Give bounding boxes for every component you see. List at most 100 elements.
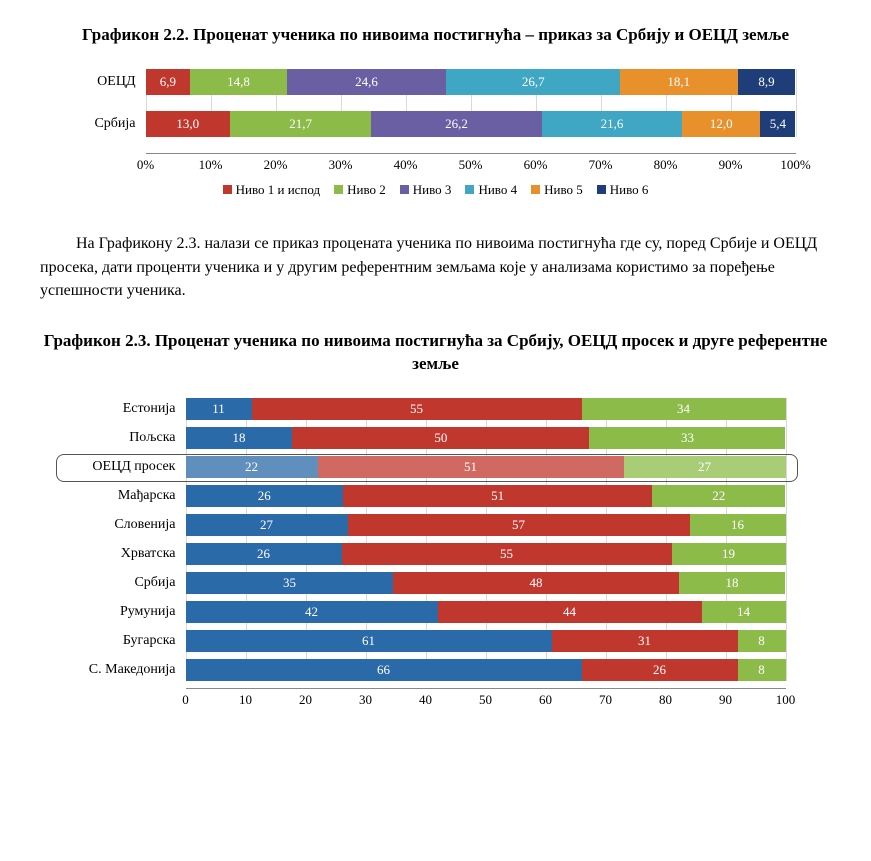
chart22-segment: 12,0 xyxy=(682,111,760,137)
chart23-segment: 33 xyxy=(589,427,785,449)
chart22-legend: Ниво 1 и исподНиво 2Ниво 3Ниво 4Ниво 5Ни… xyxy=(76,182,796,199)
chart22-legend-label: Ниво 4 xyxy=(478,182,517,198)
chart22-segment: 18,1 xyxy=(620,69,738,95)
chart23-bar: 424414 xyxy=(186,601,786,623)
chart23-segment: 55 xyxy=(342,543,672,565)
chart22-segment: 21,7 xyxy=(230,111,371,137)
chart23-segment: 34 xyxy=(582,398,786,420)
chart23-segment: 51 xyxy=(343,485,652,507)
chart23-row: Хрватска265519 xyxy=(56,543,816,565)
chart22-legend-label: Ниво 6 xyxy=(610,182,649,198)
chart23-segment: 14 xyxy=(702,601,786,623)
chart23-row: Румунија424414 xyxy=(56,601,816,623)
chart22-segment: 26,2 xyxy=(371,111,541,137)
chart23-segment: 27 xyxy=(186,514,348,536)
chart23-segment: 51 xyxy=(318,456,624,478)
chart23-tick-label: 40 xyxy=(419,692,432,708)
chart22-tick-label: 80% xyxy=(654,157,678,173)
chart22-tick-label: 40% xyxy=(394,157,418,173)
chart23-bar: 115534 xyxy=(186,398,786,420)
chart23-row-label: Бугарска xyxy=(56,633,186,649)
chart23-row-label: Пољска xyxy=(56,430,186,446)
chart23-row-label: Естонија xyxy=(56,401,186,417)
chart22-bar: 6,914,824,626,718,18,9 xyxy=(146,69,796,95)
chart23-row: Мађарска265122 xyxy=(56,485,816,507)
chart23-bar: 66268 xyxy=(186,659,786,681)
chart23-segment: 50 xyxy=(292,427,589,449)
chart22-legend-label: Ниво 3 xyxy=(413,182,452,198)
chart23-bar: 61318 xyxy=(186,630,786,652)
chart23-segment: 16 xyxy=(690,514,786,536)
chart23-row-label: ОЕЦД просек xyxy=(56,459,186,475)
chart22-tick-label: 20% xyxy=(264,157,288,173)
chart23-bar: 275716 xyxy=(186,514,786,536)
chart23-tick-label: 50 xyxy=(479,692,492,708)
chart23-tick-label: 30 xyxy=(359,692,372,708)
chart22-segment: 21,6 xyxy=(542,111,683,137)
chart23-row-label: Словенија xyxy=(56,517,186,533)
chart22-tick-label: 10% xyxy=(199,157,223,173)
chart22-row: Србија13,021,726,221,612,05,4 xyxy=(76,111,796,137)
chart22-segment: 13,0 xyxy=(146,111,231,137)
chart23-tick-label: 80 xyxy=(659,692,672,708)
chart23-segment: 26 xyxy=(582,659,738,681)
chart22-segment: 6,9 xyxy=(146,69,191,95)
chart23-bar: 225127 xyxy=(186,456,786,478)
chart22-row: ОЕЦД6,914,824,626,718,18,9 xyxy=(76,69,796,95)
chart23-tick-label: 20 xyxy=(299,692,312,708)
chart23-segment: 11 xyxy=(186,398,252,420)
chart22-segment: 24,6 xyxy=(287,69,447,95)
chart23-x-axis: 0102030405060708090100 xyxy=(186,688,786,709)
chart23-segment: 44 xyxy=(438,601,702,623)
chart23-segment: 8 xyxy=(738,630,786,652)
chart23-bar: 265519 xyxy=(186,543,786,565)
chart22-legend-swatch xyxy=(597,185,606,194)
chart22-tick-label: 70% xyxy=(589,157,613,173)
chart23-bar: 265122 xyxy=(186,485,786,507)
chart22-tick-label: 60% xyxy=(524,157,548,173)
chart23-segment: 18 xyxy=(679,572,786,594)
chart22-legend-swatch xyxy=(465,185,474,194)
chart23-row: Естонија115534 xyxy=(56,398,816,420)
chart22-legend-item: Ниво 5 xyxy=(531,182,583,198)
page: Графикон 2.2. Проценат ученика по нивоим… xyxy=(0,0,871,729)
chart22-tick-label: 0% xyxy=(137,157,154,173)
chart22-legend-swatch xyxy=(400,185,409,194)
chart23-segment: 57 xyxy=(348,514,690,536)
chart22-legend-swatch xyxy=(531,185,540,194)
chart23-row: С. Македонија66268 xyxy=(56,659,816,681)
chart23-row: Словенија275716 xyxy=(56,514,816,536)
chart23-bar: 185033 xyxy=(186,427,786,449)
chart22-legend-item: Ниво 4 xyxy=(465,182,517,198)
chart23-segment: 26 xyxy=(186,543,342,565)
chart22-bar: 13,021,726,221,612,05,4 xyxy=(146,111,796,137)
chart23-segment: 42 xyxy=(186,601,438,623)
chart22-tick-label: 30% xyxy=(329,157,353,173)
chart23: Естонија115534Пољска185033ОЕЦД просек225… xyxy=(56,398,816,709)
chart23-bar: 354818 xyxy=(186,572,786,594)
chart23-segment: 27 xyxy=(624,456,786,478)
chart22-legend-item: Ниво 6 xyxy=(597,182,649,198)
chart23-tick-label: 60 xyxy=(539,692,552,708)
chart23-tick-label: 0 xyxy=(182,692,189,708)
chart22-segment: 26,7 xyxy=(446,69,620,95)
chart23-segment: 66 xyxy=(186,659,582,681)
chart22-legend-label: Ниво 5 xyxy=(544,182,583,198)
chart23-segment: 8 xyxy=(738,659,786,681)
chart23-row-label: Србија xyxy=(56,575,186,591)
chart23-tick-label: 70 xyxy=(599,692,612,708)
chart22-legend-item: Ниво 1 и испод xyxy=(223,182,321,198)
chart23-row-label: Хрватска xyxy=(56,546,186,562)
chart22-tick-label: 50% xyxy=(459,157,483,173)
chart23-segment: 61 xyxy=(186,630,552,652)
chart22-row-label: ОЕЦД xyxy=(76,74,146,90)
chart22-row-label: Србија xyxy=(76,116,146,132)
chart23-row: ОЕЦД просек225127 xyxy=(56,456,816,478)
chart22-segment: 5,4 xyxy=(760,111,795,137)
body-paragraph: На Графикону 2.3. налази се приказ проце… xyxy=(40,232,831,302)
chart22-segment: 8,9 xyxy=(738,69,796,95)
chart23-segment: 22 xyxy=(186,456,318,478)
chart22-legend-swatch xyxy=(334,185,343,194)
chart23-segment: 26 xyxy=(186,485,344,507)
chart23-segment: 48 xyxy=(393,572,678,594)
